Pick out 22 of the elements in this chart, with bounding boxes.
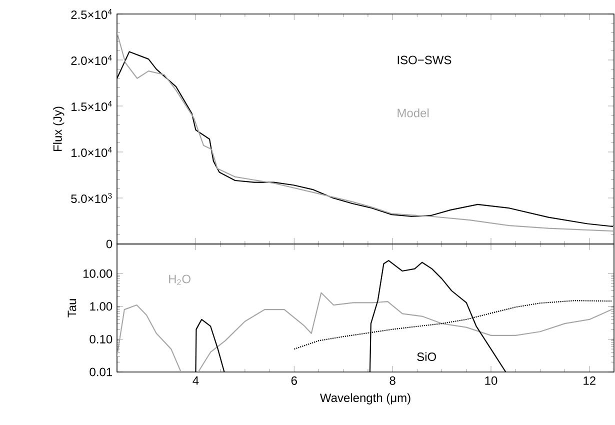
y-tick-label: 0.10 <box>90 334 112 344</box>
y-axis-title: Flux (Jy) <box>53 106 64 151</box>
y-axis-title: Tau <box>68 299 76 318</box>
y-tick-label: 2.0×10$^{4}$ <box>71 55 112 65</box>
y-tick-label: 2.5×10$^{4}$ <box>71 9 112 19</box>
x-tick-label: 8 <box>390 376 396 385</box>
x-axis-title: Wavelength (μm) <box>320 393 410 404</box>
text: ISO−SWS <box>398 56 452 64</box>
x-tick-label: 12 <box>584 376 596 385</box>
y-tick-label: 1.5×10$^{4}$ <box>72 101 112 111</box>
x-tick-label: 4 <box>192 376 199 385</box>
y-tick-label: 0.01 <box>90 368 112 376</box>
x-tick-label: 10 <box>485 376 498 385</box>
y-tick-label: 10.00 <box>83 269 112 278</box>
y-tick-label: 1.0×10$^{4}$ <box>72 147 112 157</box>
y-tick-label: 1.00 <box>90 302 112 311</box>
y-tick-label: 5.0×10$^{3}$ <box>71 192 112 204</box>
y-tick-label: 0 <box>106 240 112 248</box>
text: Model <box>398 108 429 118</box>
text: SiO <box>417 352 436 362</box>
text: H$_{2}$O <box>169 274 190 285</box>
x-tick-label: 6 <box>291 376 297 385</box>
